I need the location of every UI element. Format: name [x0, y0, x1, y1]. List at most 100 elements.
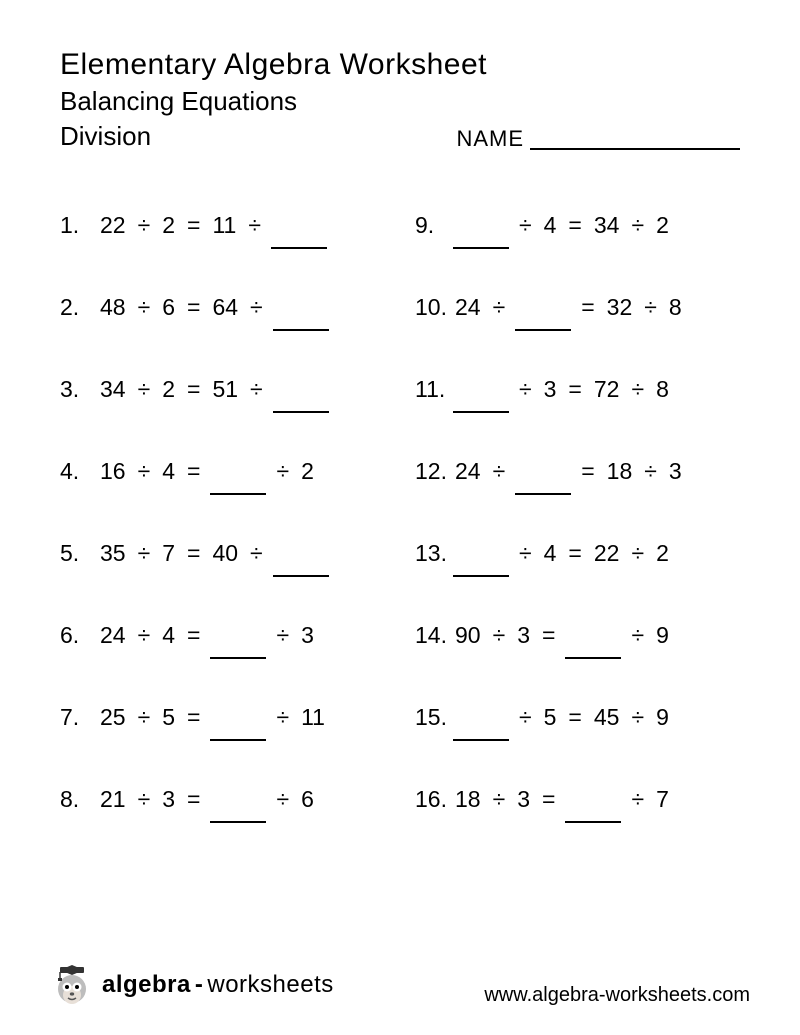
equation-token: 51	[206, 376, 244, 403]
name-blank-line[interactable]	[530, 148, 740, 150]
worksheet-topic: Division	[60, 121, 151, 152]
equation-token: ÷	[487, 294, 512, 321]
equation-token: 90	[449, 622, 487, 649]
answer-blank[interactable]	[273, 575, 329, 577]
equation: 48÷6=64÷	[94, 294, 333, 321]
problem-number: 1.	[60, 212, 94, 239]
equation-token: 45	[588, 704, 626, 731]
answer-blank[interactable]	[271, 247, 327, 249]
equation-token: 4	[538, 212, 563, 239]
equation-token: 32	[601, 294, 639, 321]
equation-token: ÷	[132, 294, 157, 321]
equation-token: ÷	[244, 540, 269, 567]
equation-token: ÷	[132, 212, 157, 239]
equation-token: 64	[206, 294, 244, 321]
equation-token: =	[562, 540, 587, 567]
answer-blank[interactable]	[453, 575, 509, 577]
equation-token: ÷	[513, 704, 538, 731]
problem-row: 7.25÷5=÷11	[60, 704, 385, 731]
equation-token: ÷	[513, 212, 538, 239]
worksheet-subtitle: Balancing Equations	[60, 86, 740, 117]
answer-blank[interactable]	[210, 493, 266, 495]
logo: algebra-worksheets	[50, 963, 334, 1007]
answer-blank[interactable]	[273, 329, 329, 331]
problem-number: 3.	[60, 376, 94, 403]
equation: 21÷3=÷6	[94, 786, 320, 813]
equation-token: ÷	[625, 622, 650, 649]
problem-row: 14.90÷3=÷9	[415, 622, 740, 649]
equation-token: ÷	[638, 458, 663, 485]
answer-blank[interactable]	[453, 739, 509, 741]
mascot-icon	[50, 963, 94, 1007]
equation: 24÷4=÷3	[94, 622, 320, 649]
equation: ÷5=45÷9	[449, 704, 675, 731]
problem-row: 5.35÷7=40÷	[60, 540, 385, 567]
problem-number: 9.	[415, 212, 449, 239]
equation-token: ÷	[487, 458, 512, 485]
equation-token: 5	[156, 704, 181, 731]
equation-token: =	[181, 294, 206, 321]
equation-token: 2	[650, 212, 675, 239]
equation: 16÷4=÷2	[94, 458, 320, 485]
equation-token: ÷	[132, 540, 157, 567]
equation: ÷4=34÷2	[449, 212, 675, 239]
answer-blank[interactable]	[565, 821, 621, 823]
problem-number: 6.	[60, 622, 94, 649]
problem-number: 13.	[415, 540, 449, 567]
equation: 90÷3=÷9	[449, 622, 675, 649]
equation-token: 6	[156, 294, 181, 321]
problem-row: 9.÷4=34÷2	[415, 212, 740, 239]
equation-token: 3	[156, 786, 181, 813]
answer-blank[interactable]	[210, 657, 266, 659]
equation-token: ÷	[270, 786, 295, 813]
equation: 22÷2=11÷	[94, 212, 331, 239]
problem-row: 6.24÷4=÷3	[60, 622, 385, 649]
answer-blank[interactable]	[515, 493, 571, 495]
equation-token: =	[536, 786, 561, 813]
equation-token: =	[181, 786, 206, 813]
equation-token: ÷	[625, 376, 650, 403]
equation-token: ÷	[638, 294, 663, 321]
equation-token: ÷	[625, 704, 650, 731]
equation-token: ÷	[487, 786, 512, 813]
equation-token: ÷	[513, 376, 538, 403]
answer-blank[interactable]	[453, 411, 509, 413]
problem-row: 11.÷3=72÷8	[415, 376, 740, 403]
equation-token: 34	[94, 376, 132, 403]
equation-token: =	[181, 622, 206, 649]
equation-token: =	[181, 704, 206, 731]
problem-number: 14.	[415, 622, 449, 649]
problem-row: 4.16÷4=÷2	[60, 458, 385, 485]
equation-token: ÷	[244, 376, 269, 403]
equation-token: 8	[663, 294, 688, 321]
worksheet-title: Elementary Algebra Worksheet	[60, 48, 740, 82]
website-url: www.algebra-worksheets.com	[484, 984, 750, 1007]
equation-token: 3	[295, 622, 320, 649]
answer-blank[interactable]	[273, 411, 329, 413]
equation-token: ÷	[132, 376, 157, 403]
equation-token: 3	[511, 622, 536, 649]
answer-blank[interactable]	[565, 657, 621, 659]
problem-number: 5.	[60, 540, 94, 567]
equation-token: 21	[94, 786, 132, 813]
equation-token: ÷	[513, 540, 538, 567]
answer-blank[interactable]	[453, 247, 509, 249]
name-label: NAME	[456, 126, 524, 152]
equation-token: ÷	[270, 458, 295, 485]
problem-number: 4.	[60, 458, 94, 485]
problem-row: 8.21÷3=÷6	[60, 786, 385, 813]
answer-blank[interactable]	[210, 821, 266, 823]
equation-token: 18	[601, 458, 639, 485]
equation-token: =	[562, 704, 587, 731]
problem-number: 15.	[415, 704, 449, 731]
problem-number: 12.	[415, 458, 449, 485]
equation-token: ÷	[625, 540, 650, 567]
equation-token: 7	[156, 540, 181, 567]
problem-number: 7.	[60, 704, 94, 731]
equation-token: =	[562, 376, 587, 403]
equation-token: 22	[94, 212, 132, 239]
answer-blank[interactable]	[515, 329, 571, 331]
answer-blank[interactable]	[210, 739, 266, 741]
problem-row: 16.18÷3=÷7	[415, 786, 740, 813]
equation-token: 24	[449, 294, 487, 321]
